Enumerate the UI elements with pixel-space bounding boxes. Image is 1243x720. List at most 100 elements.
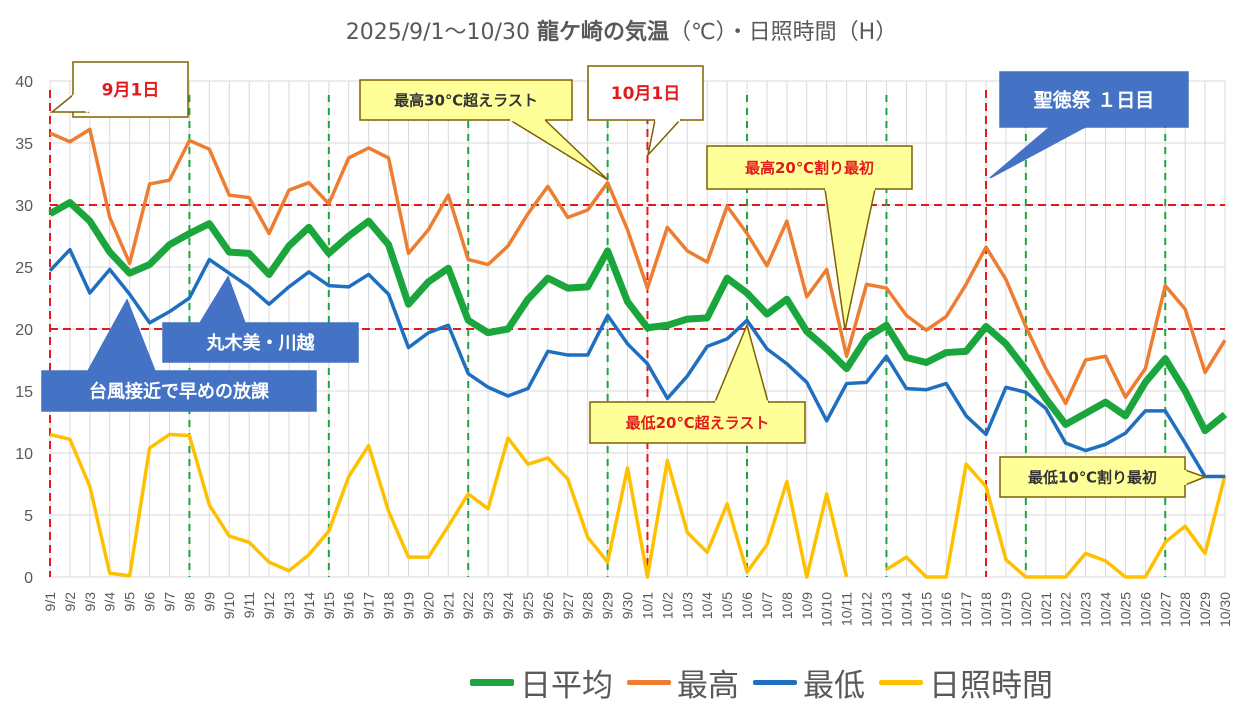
callout-pointer	[824, 188, 876, 331]
x-tick-label: 10/27	[1157, 592, 1173, 627]
x-tick-label: 9/15	[321, 592, 337, 619]
x-tick-label: 9/5	[122, 592, 138, 612]
x-tick-label: 9/28	[580, 592, 596, 619]
y-tick-label: 15	[15, 384, 33, 401]
callout-box	[72, 61, 189, 118]
title-location: 龍ケ崎の気温	[536, 20, 669, 45]
x-tick-label: 9/19	[400, 592, 416, 619]
chart-title: 2025/9/1～10/30 龍ケ崎の気温（℃）・日照時間（H）	[0, 14, 1243, 46]
callout-text: 最低10℃割り最初	[1028, 468, 1157, 486]
callout-box	[359, 79, 573, 121]
x-tick-label: 9/18	[381, 592, 397, 619]
x-tick-label: 10/29	[1197, 592, 1213, 627]
x-tick-label: 10/17	[958, 592, 974, 627]
x-tick-label: 9/23	[480, 592, 496, 619]
callout-typhoon: 台風接近で早めの放課	[41, 298, 317, 412]
callout-box	[706, 145, 913, 190]
callout-min10: 最低10℃割り最初	[999, 456, 1208, 498]
y-tick-label: 40	[15, 74, 33, 91]
callout-text: 聖徳祭 １日目	[1034, 88, 1155, 111]
x-tick-label: 9/20	[420, 592, 436, 619]
callout-seam	[71, 94, 90, 113]
x-tick-label: 9/3	[82, 592, 98, 612]
callout-box	[999, 456, 1186, 498]
x-tick-label: 10/22	[1058, 592, 1074, 627]
x-tick-label: 10/12	[859, 592, 875, 627]
y-tick-label: 25	[15, 260, 33, 277]
callout-pointer	[198, 275, 247, 324]
x-tick-label: 10/28	[1177, 592, 1193, 627]
callout-text: 台風接近で早めの放課	[89, 380, 270, 402]
callout-min20: 最低20℃超えラスト	[589, 322, 806, 444]
callout-fest: 聖徳祭 １日目	[989, 71, 1189, 179]
x-tick-label: 10/14	[898, 592, 914, 627]
y-tick-label: 5	[24, 508, 33, 525]
x-tick-label: 10/8	[779, 592, 795, 619]
x-tick-label: 9/24	[500, 592, 516, 619]
x-tick-label: 10/18	[978, 592, 994, 627]
legend-item-sun: 日照時間	[879, 660, 1053, 705]
y-tick-label: 10	[15, 446, 33, 463]
x-tick-label: 9/22	[460, 592, 476, 619]
x-tick-label: 9/30	[620, 592, 636, 619]
callout-box	[41, 370, 317, 412]
x-tick-label: 10/3	[679, 592, 695, 619]
x-tick-label: 9/16	[341, 592, 357, 619]
callout-box	[589, 401, 806, 444]
callout-box	[162, 322, 359, 363]
x-tick-label: 9/12	[261, 592, 277, 619]
y-tick-label: 20	[15, 322, 33, 339]
callout-text: 9月1日	[102, 81, 160, 101]
x-tick-label: 9/6	[142, 592, 158, 612]
callout-oct1: 10月1日	[587, 65, 704, 158]
x-tick-label: 9/14	[301, 592, 317, 619]
callout-text: 最高30℃超えラスト	[394, 91, 538, 109]
x-tick-label: 9/8	[181, 592, 197, 612]
title-units: （℃）・日照時間（H）	[668, 20, 898, 45]
series-line-max	[49, 127, 1227, 406]
title-date-range: 2025/9/1～10/30	[345, 20, 537, 45]
x-tick-label: 10/6	[739, 592, 755, 619]
x-tick-label: 10/25	[1117, 592, 1133, 627]
x-tick-label: 10/1	[639, 592, 655, 619]
x-tick-label: 9/29	[600, 592, 616, 619]
callout-maruki: 丸木美・川越	[162, 275, 359, 363]
legend-item-min: 最低	[753, 660, 865, 705]
x-tick-label: 10/15	[918, 592, 934, 627]
x-tick-label: 10/2	[659, 592, 675, 619]
callout-text: 10月1日	[611, 84, 681, 104]
callout-pointer	[507, 119, 609, 181]
legend: 日平均 最高 最低 日照時間	[470, 660, 1053, 705]
callout-sep1: 9月1日	[49, 61, 189, 118]
y-tick-label: 30	[15, 198, 33, 215]
x-tick-label: 10/19	[998, 592, 1014, 627]
y-tick-label: 35	[15, 136, 33, 153]
x-tick-label: 9/4	[102, 592, 118, 612]
x-tick-label: 10/7	[759, 592, 775, 619]
x-tick-label: 9/7	[161, 592, 177, 612]
legend-swatch-avg	[470, 679, 514, 686]
series-line-sun	[885, 462, 1227, 579]
x-tick-label: 9/17	[361, 592, 377, 619]
x-tick-label: 10/11	[839, 592, 855, 626]
x-tick-label: 10/24	[1098, 592, 1114, 627]
x-tick-label: 9/11	[241, 592, 257, 618]
x-tick-label: 10/16	[938, 592, 954, 627]
x-tick-label: 9/25	[520, 592, 536, 619]
series-line-sun	[49, 432, 849, 579]
x-tick-label: 9/26	[540, 592, 556, 619]
x-tick-label: 9/21	[440, 592, 456, 619]
legend-label-min: 最低	[803, 668, 865, 704]
x-tick-label: 10/21	[1038, 592, 1054, 627]
legend-swatch-min	[753, 680, 797, 685]
callout-pointer	[989, 126, 1086, 179]
callout-pointer	[86, 298, 157, 372]
callout-pointer	[646, 119, 682, 158]
callout-text: 最高20℃割り最初	[745, 159, 874, 177]
legend-item-avg: 日平均	[470, 660, 613, 705]
callout-box	[587, 65, 704, 121]
x-tick-label: 10/10	[819, 592, 835, 627]
callout-text: 最低20℃超えラスト	[626, 414, 770, 432]
x-tick-label: 10/20	[1018, 592, 1034, 627]
